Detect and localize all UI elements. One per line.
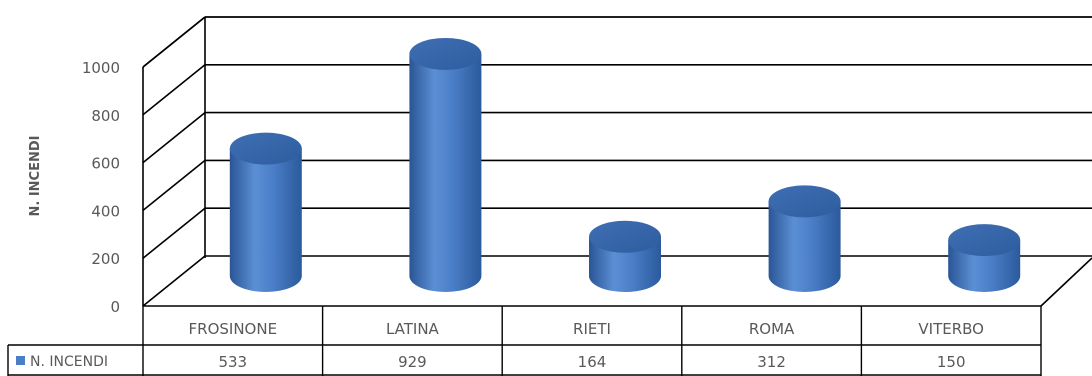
gridline-depth	[142, 111, 206, 164]
legend-series-name: N. INCENDI	[30, 354, 108, 370]
bar-top	[768, 185, 841, 218]
legend-swatch	[16, 356, 25, 365]
value-label: 533	[218, 353, 247, 371]
gridline-depth	[142, 64, 206, 116]
category-label: RIETI	[573, 320, 611, 338]
value-label: 929	[398, 353, 427, 371]
bar-body	[409, 53, 482, 293]
y-tick-label: 800	[91, 107, 120, 125]
bar-roma	[768, 185, 841, 292]
bar-body	[768, 201, 841, 292]
bar-top	[409, 37, 482, 70]
value-label: 150	[937, 353, 966, 371]
bar-rieti	[589, 220, 661, 292]
bars	[229, 37, 1021, 293]
value-label: 312	[757, 353, 786, 371]
y-tick-label: 1000	[82, 59, 120, 77]
floor-left-edge	[142, 255, 206, 307]
bar-frosinone	[229, 132, 302, 292]
category-label: LATINA	[386, 320, 440, 338]
gridline-depth	[142, 16, 206, 68]
category-label: FROSINONE	[189, 320, 278, 338]
bar-top	[589, 220, 661, 253]
data-table: FROSINONE 533 LATINA 929 RIETI 164 ROMA 312 VITE…	[7, 306, 1042, 376]
y-tick-label: 600	[91, 155, 120, 173]
category-label: VITERBO	[918, 320, 984, 338]
bar-latina	[409, 37, 482, 293]
y-tick-label: 0	[110, 298, 120, 316]
gridlines	[142, 16, 1092, 307]
floor-right-edge	[1040, 257, 1092, 307]
value-label: 164	[578, 353, 607, 371]
category-label: ROMA	[749, 320, 795, 338]
bar-top	[229, 132, 302, 165]
y-tick-label: 400	[91, 202, 120, 220]
gridline-depth	[142, 159, 206, 212]
bar-body	[229, 148, 302, 292]
gridline-depth	[142, 207, 206, 259]
y-axis-ticks: 0 200 400 600 800 1000	[82, 59, 120, 316]
y-tick-label: 200	[91, 250, 120, 268]
bar-top	[948, 224, 1021, 257]
y-axis-label: N. INCENDI	[28, 136, 43, 217]
bar-viterbo	[948, 224, 1021, 292]
